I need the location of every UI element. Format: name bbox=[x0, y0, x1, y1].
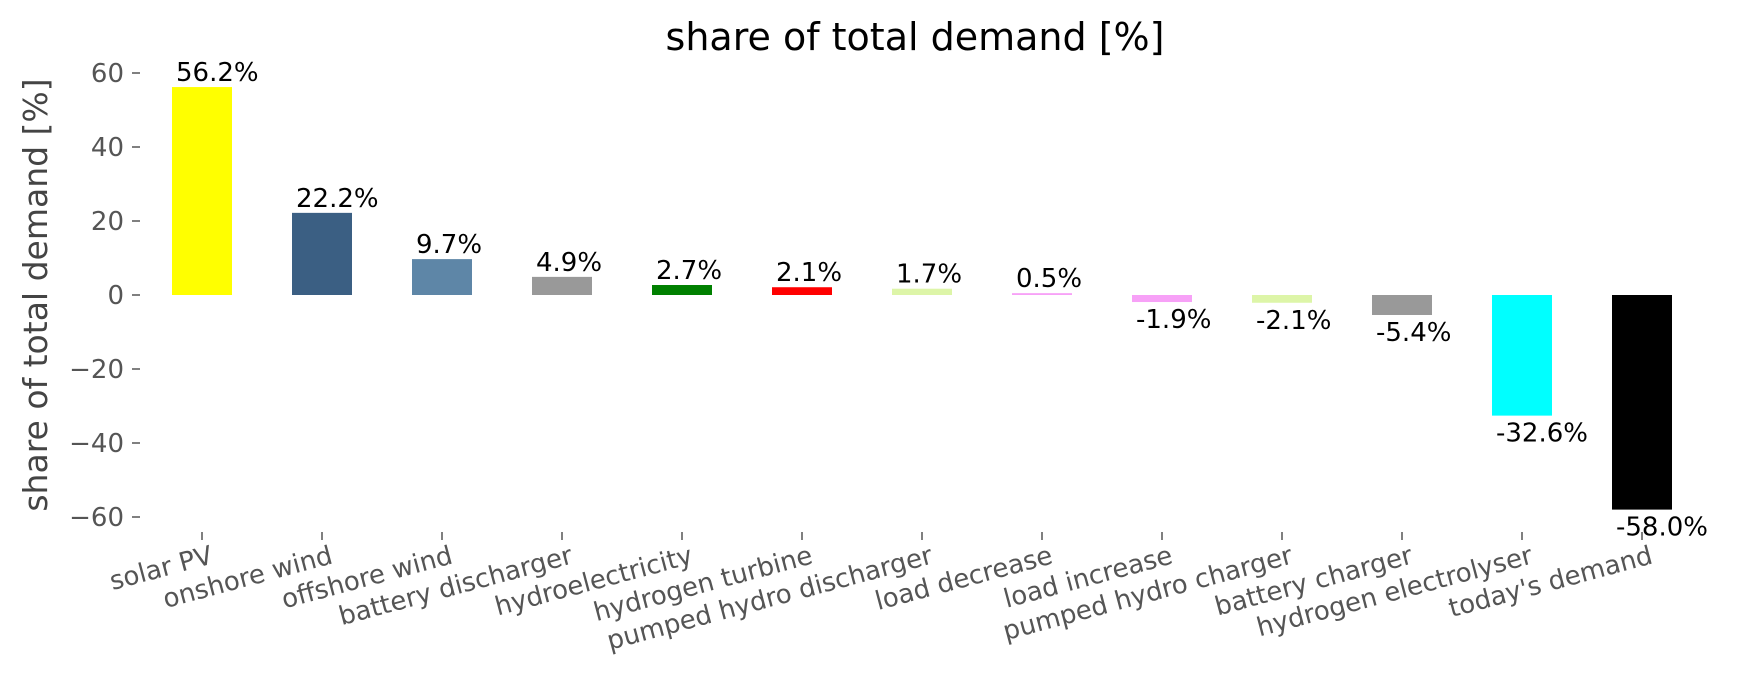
data-label-6: 1.7% bbox=[896, 260, 962, 290]
data-labels: 56.2% 22.2% 9.7% 4.9% 2.7% 2.1% 1.7% 0.5% -1.9% -… bbox=[176, 58, 1708, 543]
chart-title: share of total demand [%] bbox=[666, 15, 1165, 59]
y-tick-label: −40 bbox=[69, 429, 124, 459]
data-label-4: 2.7% bbox=[656, 256, 722, 286]
bar-3 bbox=[532, 276, 592, 295]
data-label-9: -2.1% bbox=[1256, 306, 1331, 336]
data-label-7: 0.5% bbox=[1016, 264, 1082, 294]
bar-0 bbox=[172, 87, 232, 295]
bar-10 bbox=[1372, 295, 1432, 315]
y-tick-label: 60 bbox=[91, 59, 124, 89]
data-label-3: 4.9% bbox=[536, 248, 602, 278]
bar-7 bbox=[1012, 293, 1072, 295]
bar-6 bbox=[892, 288, 952, 295]
bar-4 bbox=[652, 285, 712, 295]
data-label-11: -32.6% bbox=[1496, 419, 1588, 449]
data-label-8: -1.9% bbox=[1136, 305, 1211, 335]
data-label-1: 22.2% bbox=[296, 184, 379, 214]
y-tick-label: 40 bbox=[91, 133, 124, 163]
bar-11 bbox=[1492, 295, 1552, 416]
y-tick-label: −60 bbox=[69, 503, 124, 533]
bar-8 bbox=[1132, 295, 1192, 303]
y-tick-label: 0 bbox=[107, 281, 124, 311]
y-axis-label: share of total demand [%] bbox=[16, 78, 55, 511]
bar-5 bbox=[772, 287, 832, 295]
data-label-5: 2.1% bbox=[776, 258, 842, 288]
y-axis: 60 40 20 0 −20 −40 −60 bbox=[69, 59, 140, 533]
data-label-12: -58.0% bbox=[1616, 513, 1708, 543]
y-tick-label: 20 bbox=[91, 207, 124, 237]
data-label-10: -5.4% bbox=[1376, 318, 1451, 348]
bars bbox=[172, 87, 1672, 510]
data-label-2: 9.7% bbox=[416, 230, 482, 260]
bar-12 bbox=[1612, 295, 1672, 510]
bar-2 bbox=[412, 259, 472, 295]
bar-9 bbox=[1252, 295, 1312, 303]
bar-1 bbox=[292, 212, 352, 295]
data-label-0: 56.2% bbox=[176, 58, 259, 88]
y-tick-label: −20 bbox=[69, 355, 124, 385]
